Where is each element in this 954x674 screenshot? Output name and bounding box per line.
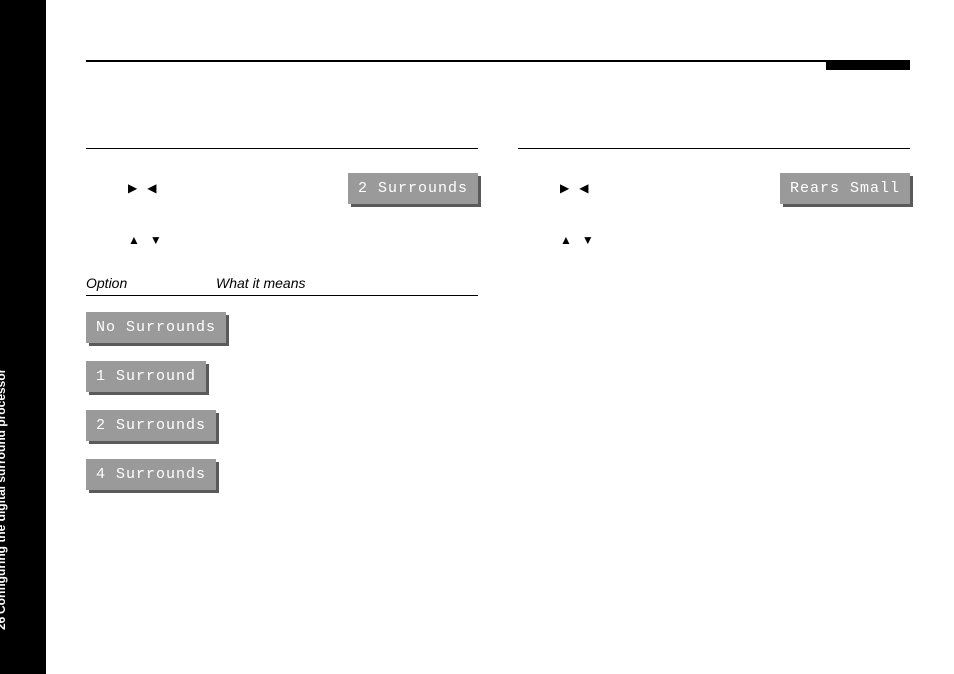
option-row: 2 Surrounds [86,410,478,441]
arrow-left-icon: ◀ [147,182,156,194]
col-rule [86,148,478,149]
right-column: ▶ ◀ Rears Small ▲ ▼ [518,148,910,508]
option-row: 1 Surround [86,361,478,392]
header-meaning: What it means [216,275,478,291]
option-button: 1 Surround [86,361,206,392]
arrows-ud: ▲ ▼ [86,234,146,246]
option-button: 4 Surrounds [86,459,216,490]
instruction-row: ▲ ▼ [518,223,910,257]
option-row: No Surrounds [86,312,478,343]
arrow-down-icon: ▼ [582,234,594,246]
options-header: Option What it means [86,275,478,296]
arrows-lr: ▶ ◀ [518,182,578,194]
lcd-display: 2 Surrounds [348,173,478,204]
top-rule [86,60,910,62]
top-rule-tab [826,60,910,70]
left-column: ▶ ◀ 2 Surrounds ▲ ▼ Option What it means… [86,148,478,508]
arrow-down-icon: ▼ [150,234,162,246]
instruction-row: ▲ ▼ [86,223,478,257]
option-button: 2 Surrounds [86,410,216,441]
option-row: 4 Surrounds [86,459,478,490]
header-option: Option [86,275,216,291]
col-rule [518,148,910,149]
instruction-row: ▶ ◀ 2 Surrounds [86,171,478,205]
columns: ▶ ◀ 2 Surrounds ▲ ▼ Option What it means… [86,148,910,508]
sidebar-section-title: Configuring the digital surround process… [0,369,8,614]
lcd-display: Rears Small [780,173,910,204]
sidebar: Configuring the digital surround process… [0,0,46,674]
page-content: ▶ ◀ 2 Surrounds ▲ ▼ Option What it means… [86,60,910,508]
arrow-left-icon: ◀ [579,182,588,194]
arrow-up-icon: ▲ [128,234,140,246]
arrows-ud: ▲ ▼ [518,234,578,246]
arrows-lr: ▶ ◀ [86,182,146,194]
arrow-right-icon: ▶ [560,182,569,194]
instruction-row: ▶ ◀ Rears Small [518,171,910,205]
arrow-up-icon: ▲ [560,234,572,246]
page-number: 26 [0,617,8,630]
option-button: No Surrounds [86,312,226,343]
arrow-right-icon: ▶ [128,182,137,194]
